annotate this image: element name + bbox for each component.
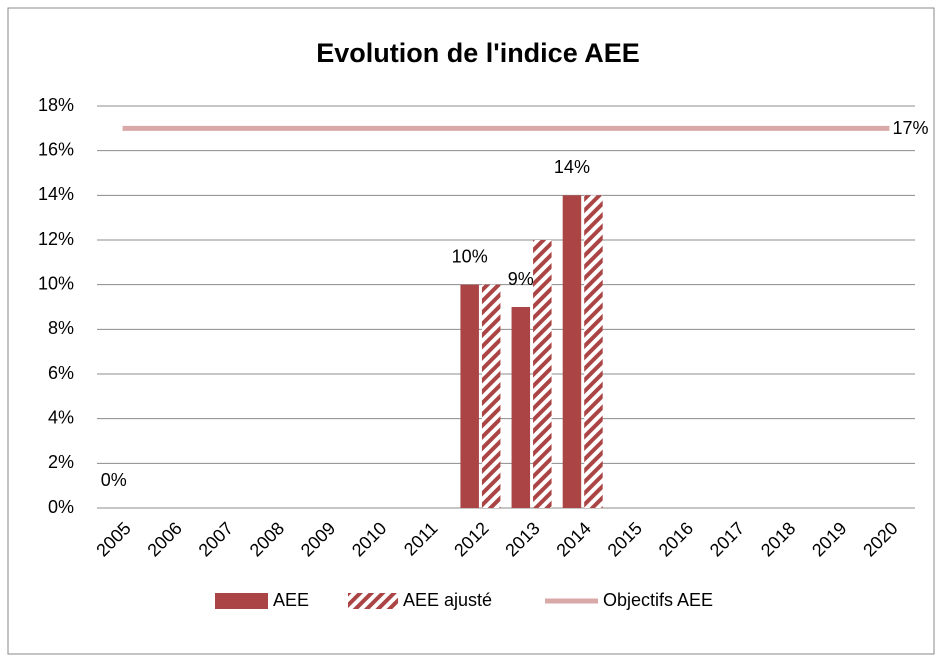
y-tick-label: 8% xyxy=(48,318,74,338)
legend-label: AEE ajusté xyxy=(403,590,492,610)
data-label: 10% xyxy=(452,246,488,266)
bar xyxy=(511,307,531,508)
y-tick-label: 18% xyxy=(38,95,74,115)
data-label: 0% xyxy=(101,470,127,490)
data-label: 17% xyxy=(892,118,928,138)
y-tick-label: 10% xyxy=(38,273,74,293)
data-label: 14% xyxy=(554,157,590,177)
legend-label: AEE xyxy=(273,590,309,610)
y-tick-label: 2% xyxy=(48,452,74,472)
bar xyxy=(481,284,501,508)
y-tick-label: 16% xyxy=(38,139,74,159)
y-tick-label: 12% xyxy=(38,229,74,249)
bar xyxy=(562,195,582,509)
legend-label: Objectifs AEE xyxy=(603,590,713,610)
chart-title: Evolution de l'indice AEE xyxy=(316,38,639,68)
y-tick-label: 14% xyxy=(38,184,74,204)
legend-swatch xyxy=(348,593,398,609)
bar xyxy=(460,284,479,508)
y-tick-label: 4% xyxy=(48,407,74,427)
legend-swatch xyxy=(215,593,268,609)
y-tick-label: 0% xyxy=(48,497,74,517)
bar xyxy=(533,240,552,508)
bar xyxy=(584,195,603,509)
data-label: 9% xyxy=(508,269,534,289)
y-tick-label: 6% xyxy=(48,363,74,383)
